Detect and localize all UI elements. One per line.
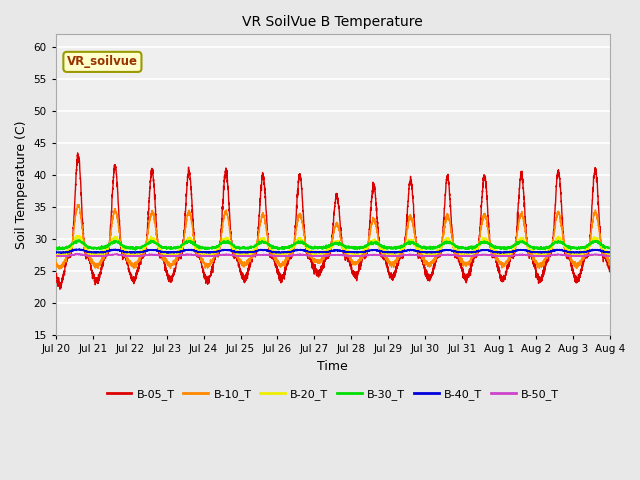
B-20_T [312, 250, 320, 255]
B-05_T [606, 265, 614, 271]
B-50_T [426, 253, 434, 259]
B-20_T [152, 240, 159, 245]
B-30_T [132, 247, 140, 253]
Line: B-50_T: B-50_T [56, 254, 610, 256]
B-40_T [76, 246, 84, 252]
B-50_T [457, 253, 465, 259]
B-05_T [74, 150, 81, 156]
X-axis label: Time: Time [317, 360, 348, 372]
B-30_T [457, 243, 465, 249]
B-10_T [605, 263, 613, 268]
B-05_T [457, 259, 465, 265]
B-10_T [489, 251, 497, 257]
B-05_T [427, 273, 435, 278]
B-40_T [58, 251, 65, 256]
B-10_T [52, 259, 60, 265]
B-30_T [76, 237, 83, 243]
Legend: B-05_T, B-10_T, B-20_T, B-30_T, B-40_T, B-50_T: B-05_T, B-10_T, B-20_T, B-30_T, B-40_T, … [102, 385, 564, 405]
B-50_T [152, 252, 159, 258]
B-05_T [152, 212, 159, 218]
B-05_T [605, 264, 613, 270]
B-40_T [52, 250, 60, 255]
B-30_T [312, 244, 320, 250]
B-20_T [606, 252, 614, 258]
B-20_T [52, 251, 60, 257]
Line: B-10_T: B-10_T [56, 204, 610, 269]
B-20_T [75, 232, 83, 238]
Line: B-20_T: B-20_T [56, 235, 610, 257]
B-10_T [457, 259, 465, 265]
B-20_T [52, 254, 60, 260]
B-40_T [427, 250, 435, 255]
B-05_T [489, 251, 497, 257]
B-40_T [606, 250, 614, 255]
B-40_T [312, 250, 320, 255]
B-40_T [152, 247, 159, 253]
B-20_T [457, 250, 465, 255]
B-50_T [312, 253, 320, 259]
B-20_T [489, 246, 497, 252]
B-10_T [606, 256, 614, 262]
B-20_T [605, 252, 613, 258]
Line: B-30_T: B-30_T [56, 240, 610, 250]
Y-axis label: Soil Temperature (C): Soil Temperature (C) [15, 120, 28, 249]
B-50_T [52, 253, 60, 259]
B-30_T [52, 245, 60, 251]
B-50_T [488, 252, 496, 258]
B-10_T [152, 225, 159, 231]
B-10_T [74, 202, 81, 207]
B-50_T [72, 251, 79, 257]
B-30_T [152, 240, 159, 246]
B-30_T [605, 245, 613, 251]
B-50_T [605, 253, 613, 259]
B-10_T [427, 261, 435, 267]
B-40_T [489, 248, 497, 254]
B-05_T [52, 272, 60, 278]
Line: B-05_T: B-05_T [56, 153, 610, 289]
B-40_T [605, 249, 613, 255]
B-10_T [56, 266, 63, 272]
B-40_T [457, 249, 465, 255]
B-10_T [312, 258, 320, 264]
B-05_T [56, 287, 64, 292]
Title: VR SoilVue B Temperature: VR SoilVue B Temperature [243, 15, 423, 29]
B-50_T [538, 253, 546, 259]
B-05_T [312, 267, 320, 273]
B-30_T [489, 244, 497, 250]
B-30_T [427, 245, 435, 251]
Text: VR_soilvue: VR_soilvue [67, 55, 138, 68]
Line: B-40_T: B-40_T [56, 249, 610, 253]
B-20_T [427, 252, 435, 257]
B-30_T [606, 245, 614, 251]
B-50_T [606, 253, 614, 259]
